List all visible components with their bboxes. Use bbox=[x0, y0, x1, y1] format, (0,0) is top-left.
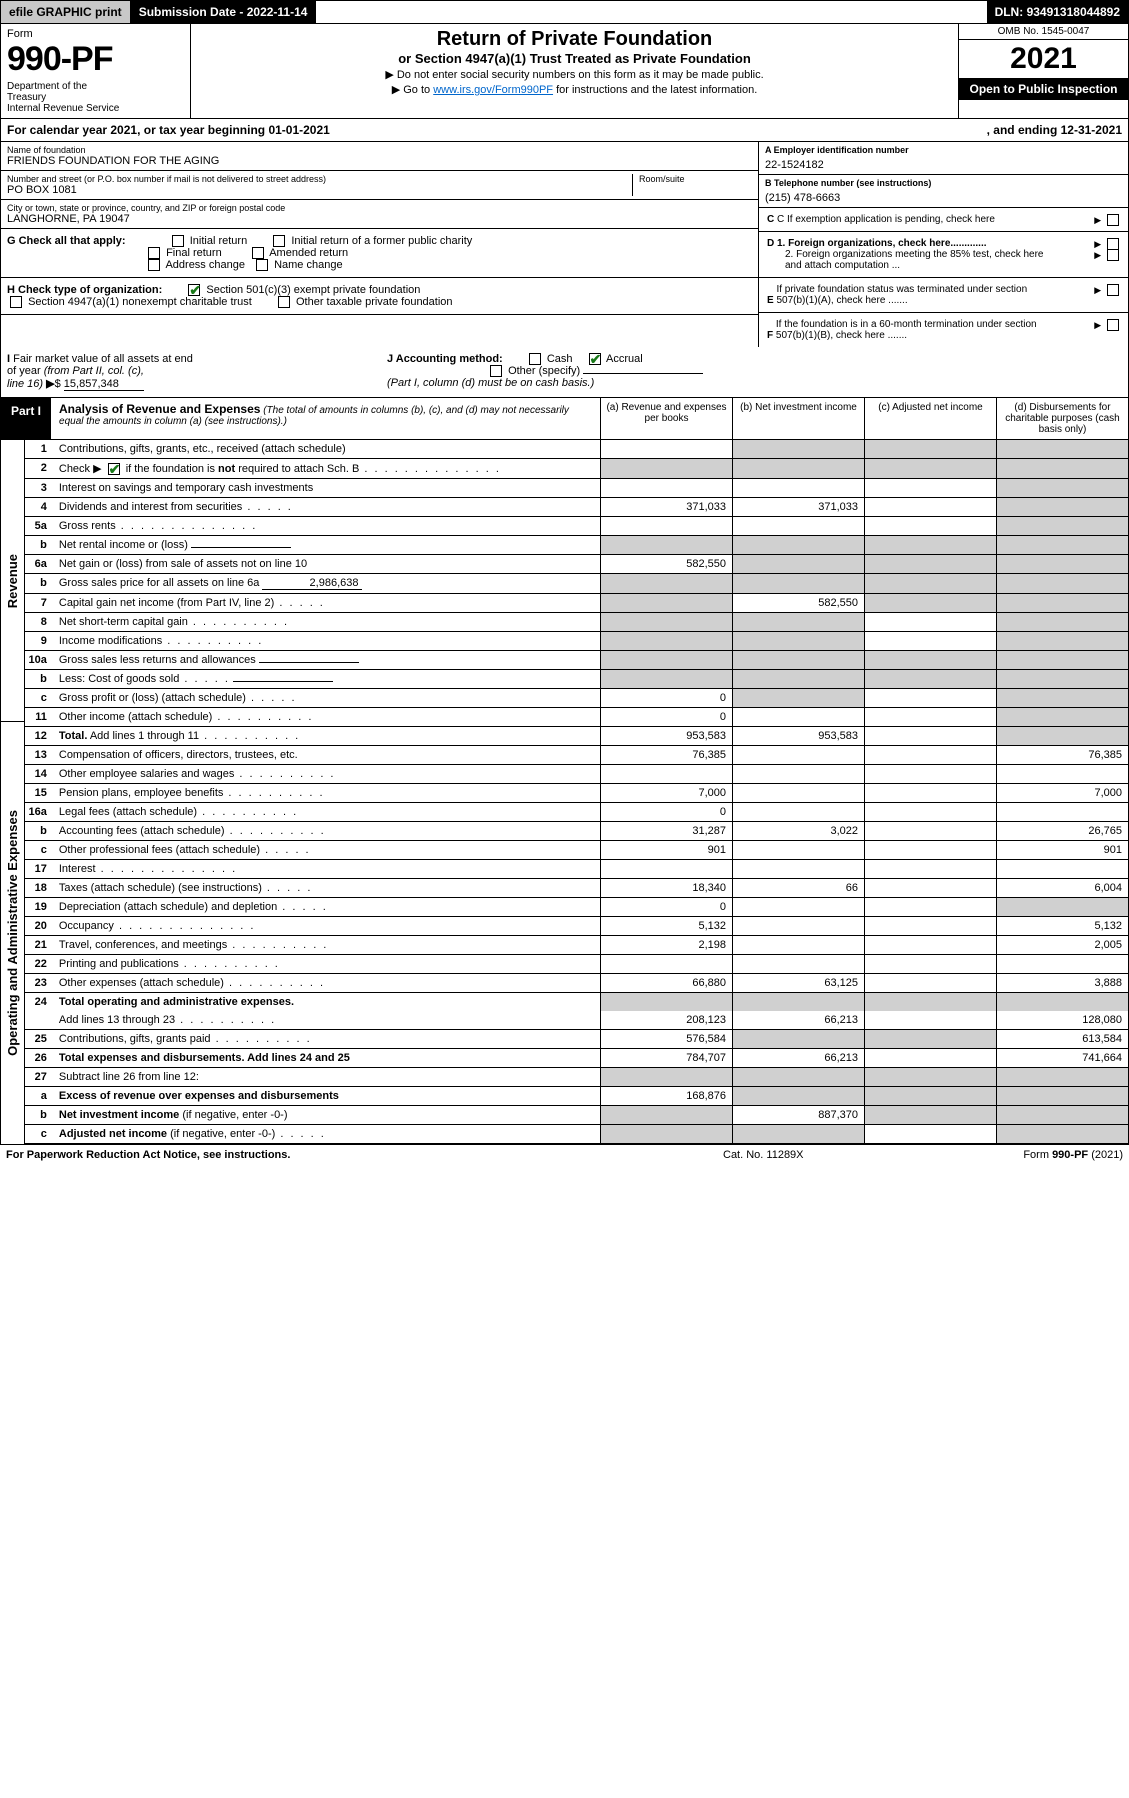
part1-header: Part I Analysis of Revenue and Expenses … bbox=[0, 398, 1129, 440]
omb-number: OMB No. 1545-0047 bbox=[959, 24, 1128, 40]
cb-other-method[interactable] bbox=[490, 365, 502, 377]
cb-cash[interactable] bbox=[529, 353, 541, 365]
cb-4947[interactable] bbox=[10, 296, 22, 308]
cb-other-taxable[interactable] bbox=[278, 296, 290, 308]
cb-e[interactable] bbox=[1107, 284, 1119, 296]
cb-initial-former[interactable] bbox=[273, 235, 285, 247]
form-header: Form 990-PF Department of theTreasuryInt… bbox=[0, 24, 1129, 119]
revenue-section: Revenue Operating and Administrative Exp… bbox=[1, 440, 25, 1144]
tax-year: 2021 bbox=[959, 40, 1128, 78]
col-a-header: (a) Revenue and expenses per books bbox=[600, 398, 732, 439]
address-label: Number and street (or P.O. box number if… bbox=[7, 174, 632, 184]
footer: For Paperwork Reduction Act Notice, see … bbox=[0, 1145, 1129, 1165]
form-subtitle: or Section 4947(a)(1) Trust Treated as P… bbox=[199, 51, 950, 66]
form-number: 990-PF bbox=[7, 40, 184, 79]
open-public: Open to Public Inspection bbox=[959, 78, 1128, 100]
col-b-header: (b) Net investment income bbox=[732, 398, 864, 439]
city-cell: City or town, state or province, country… bbox=[1, 200, 758, 229]
instruction-1: ▶ Do not enter social security numbers o… bbox=[199, 68, 950, 81]
cb-accrual[interactable] bbox=[589, 353, 601, 365]
efile-print-button[interactable]: efile GRAPHIC print bbox=[1, 1, 131, 23]
section-d: D 1. Foreign organizations, check here..… bbox=[759, 232, 1128, 278]
cb-f[interactable] bbox=[1107, 319, 1119, 331]
department: Department of theTreasuryInternal Revenu… bbox=[7, 81, 184, 114]
cb-501c3[interactable] bbox=[188, 284, 200, 296]
address: PO BOX 1081 bbox=[7, 184, 632, 196]
ein-cell: A Employer identification number 22-1524… bbox=[759, 142, 1128, 175]
phone-cell: B Telephone number (see instructions) (2… bbox=[759, 175, 1128, 208]
section-g: G Check all that apply: Initial return I… bbox=[1, 229, 758, 278]
cb-final-return[interactable] bbox=[148, 247, 160, 259]
room-label: Room/suite bbox=[639, 174, 752, 184]
analysis-table: 1Contributions, gifts, grants, etc., rec… bbox=[25, 440, 1129, 1144]
irs-link[interactable]: www.irs.gov/Form990PF bbox=[433, 84, 553, 96]
form-label: Form bbox=[7, 28, 184, 40]
foundation-name-cell: Name of foundation FRIENDS FOUNDATION FO… bbox=[1, 142, 758, 171]
section-j: J Accounting method: Cash Accrual Other … bbox=[387, 353, 752, 391]
section-h: H Check type of organization: Section 50… bbox=[1, 278, 758, 315]
cb-name-change[interactable] bbox=[256, 259, 268, 271]
section-i: I Fair market value of all assets at end… bbox=[7, 353, 387, 391]
col-c-header: (c) Adjusted net income bbox=[864, 398, 996, 439]
cb-c[interactable] bbox=[1107, 214, 1119, 226]
cb-initial-return[interactable] bbox=[172, 235, 184, 247]
dln: DLN: 93491318044892 bbox=[987, 1, 1128, 23]
topbar: efile GRAPHIC print Submission Date - 20… bbox=[0, 0, 1129, 24]
calendar-year-row: For calendar year 2021, or tax year begi… bbox=[0, 119, 1129, 142]
section-c: C C If exemption application is pending,… bbox=[759, 208, 1128, 232]
cb-d2[interactable] bbox=[1107, 249, 1119, 261]
cb-schb[interactable] bbox=[108, 463, 120, 475]
section-e: E If private foundation status was termi… bbox=[759, 278, 1128, 313]
section-f: F If the foundation is in a 60-month ter… bbox=[759, 313, 1128, 347]
submission-date: Submission Date - 2022-11-14 bbox=[131, 1, 317, 23]
instruction-2: ▶ Go to www.irs.gov/Form990PF for instru… bbox=[199, 83, 950, 96]
form-title: Return of Private Foundation bbox=[199, 28, 950, 51]
col-d-header: (d) Disbursements for charitable purpose… bbox=[996, 398, 1128, 439]
cb-address-change[interactable] bbox=[148, 259, 160, 271]
cb-amended[interactable] bbox=[252, 247, 264, 259]
